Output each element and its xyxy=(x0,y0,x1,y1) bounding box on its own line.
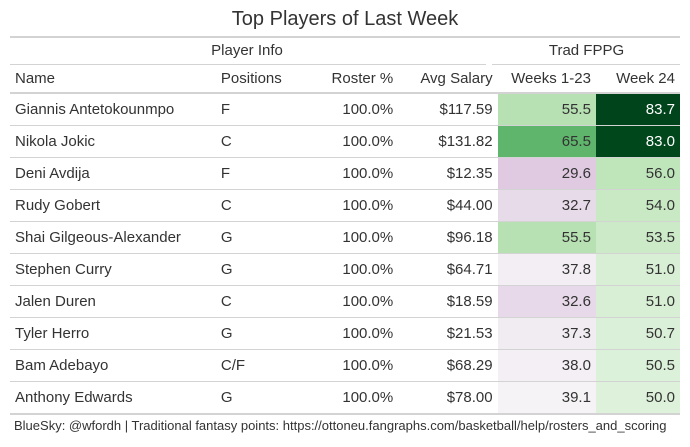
week-24-cell: 50.7 xyxy=(595,317,680,350)
avg-salary-cell: $96.18 xyxy=(398,221,498,254)
player-name: Nikola Jokic xyxy=(10,125,216,158)
col-header-roster: Roster % xyxy=(313,64,399,94)
week-24-cell: 51.0 xyxy=(595,285,680,318)
avg-salary-cell: $21.53 xyxy=(398,317,498,350)
col-header-weeks-1-23: Weeks 1-23 xyxy=(497,64,596,94)
player-name: Shai Gilgeous-Alexander xyxy=(10,221,216,254)
positions-cell: F xyxy=(215,157,314,190)
week-24-cell: 54.0 xyxy=(595,189,680,222)
source-footnote: BlueSky: @wfordh | Traditional fantasy p… xyxy=(14,418,667,433)
week-24-cell: 50.0 xyxy=(595,381,680,414)
roster-pct-cell: 100.0% xyxy=(313,157,399,190)
roster-pct-cell: 100.0% xyxy=(313,381,399,414)
player-name: Bam Adebayo xyxy=(10,349,216,382)
col-header-name: Name xyxy=(10,64,216,94)
weeks-1-23-cell: 38.0 xyxy=(497,349,596,382)
avg-salary-cell: $12.35 xyxy=(398,157,498,190)
roster-pct-cell: 100.0% xyxy=(313,125,399,158)
table-row: Bam Adebayo C/F 100.0% $68.29 38.0 50.5 xyxy=(10,349,680,382)
weeks-1-23-cell: 32.6 xyxy=(497,285,596,318)
col-header-avg-salary: Avg Salary xyxy=(398,64,498,94)
table-row: Rudy Gobert C 100.0% $44.00 32.7 54.0 xyxy=(10,189,680,222)
roster-pct-cell: 100.0% xyxy=(313,93,399,126)
weeks-1-23-cell: 37.3 xyxy=(497,317,596,350)
weeks-1-23-cell: 39.1 xyxy=(497,381,596,414)
avg-salary-cell: $131.82 xyxy=(398,125,498,158)
table-row: Deni Avdija F 100.0% $12.35 29.6 56.0 xyxy=(10,157,680,190)
player-name: Anthony Edwards xyxy=(10,381,216,414)
top-rule xyxy=(10,36,680,38)
table-row: Stephen Curry G 100.0% $64.71 37.8 51.0 xyxy=(10,253,680,286)
player-name: Tyler Herro xyxy=(10,317,216,350)
table-row: Giannis Antetokounmpo F 100.0% $117.59 55.5 8… xyxy=(10,93,680,126)
table-row: Tyler Herro G 100.0% $21.53 37.3 50.7 xyxy=(10,317,680,350)
player-name: Rudy Gobert xyxy=(10,189,216,222)
positions-cell: C xyxy=(215,285,314,318)
player-name: Deni Avdija xyxy=(10,157,216,190)
avg-salary-cell: $18.59 xyxy=(398,285,498,318)
group-header-player-info: Player Info xyxy=(211,42,283,59)
positions-cell: G xyxy=(215,317,314,350)
positions-cell: C/F xyxy=(215,349,314,382)
week-24-cell: 83.0 xyxy=(595,125,680,158)
table-row: Nikola Jokic C 100.0% $131.82 65.5 83.0 xyxy=(10,125,680,158)
player-name: Stephen Curry xyxy=(10,253,216,286)
weeks-1-23-cell: 37.8 xyxy=(497,253,596,286)
avg-salary-cell: $78.00 xyxy=(398,381,498,414)
weeks-1-23-cell: 29.6 xyxy=(497,157,596,190)
group-header-trad-fppg: Trad FPPG xyxy=(548,42,625,59)
roster-pct-cell: 100.0% xyxy=(313,189,399,222)
table-row: Jalen Duren C 100.0% $18.59 32.6 51.0 xyxy=(10,285,680,318)
weeks-1-23-cell: 55.5 xyxy=(497,221,596,254)
player-name: Giannis Antetokounmpo xyxy=(10,93,216,126)
week-24-cell: 83.7 xyxy=(595,93,680,126)
weeks-1-23-cell: 65.5 xyxy=(497,125,596,158)
col-header-positions: Positions xyxy=(215,64,314,94)
positions-cell: G xyxy=(215,253,314,286)
roster-pct-cell: 100.0% xyxy=(313,253,399,286)
positions-cell: G xyxy=(215,221,314,254)
positions-cell: F xyxy=(215,93,314,126)
week-24-cell: 56.0 xyxy=(595,157,680,190)
roster-pct-cell: 100.0% xyxy=(313,285,399,318)
header-row: Name Positions Roster % Avg Salary Weeks… xyxy=(10,64,680,94)
week-24-cell: 53.5 xyxy=(595,221,680,254)
positions-cell: C xyxy=(215,189,314,222)
player-name: Jalen Duren xyxy=(10,285,216,318)
table-row: Shai Gilgeous-Alexander G 100.0% $96.18 55.5… xyxy=(10,221,680,254)
roster-pct-cell: 100.0% xyxy=(313,317,399,350)
avg-salary-cell: $44.00 xyxy=(398,189,498,222)
players-table: Name Positions Roster % Avg Salary Weeks… xyxy=(10,64,680,414)
weeks-1-23-cell: 55.5 xyxy=(497,93,596,126)
avg-salary-cell: $64.71 xyxy=(398,253,498,286)
table-title: Top Players of Last Week xyxy=(231,8,459,30)
avg-salary-cell: $117.59 xyxy=(398,93,498,126)
positions-cell: C xyxy=(215,125,314,158)
positions-cell: G xyxy=(215,381,314,414)
weeks-1-23-cell: 32.7 xyxy=(497,189,596,222)
bottom-rule xyxy=(10,413,680,415)
week-24-cell: 50.5 xyxy=(595,349,680,382)
table-row: Anthony Edwards G 100.0% $78.00 39.1 50.0 xyxy=(10,381,680,414)
week-24-cell: 51.0 xyxy=(595,253,680,286)
roster-pct-cell: 100.0% xyxy=(313,349,399,382)
avg-salary-cell: $68.29 xyxy=(398,349,498,382)
col-header-week-24: Week 24 xyxy=(595,64,680,94)
roster-pct-cell: 100.0% xyxy=(313,221,399,254)
